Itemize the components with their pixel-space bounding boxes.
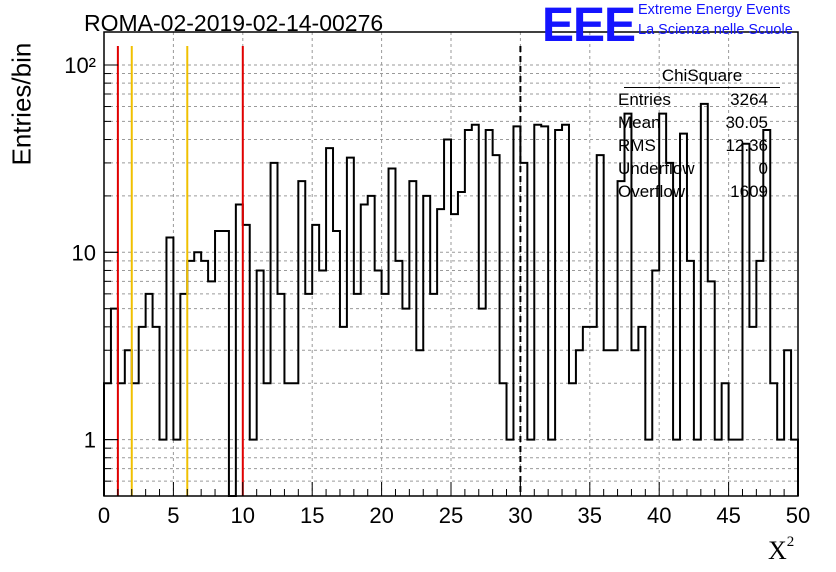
x-tick-label: 10 xyxy=(231,503,255,528)
stats-value: 30.05 xyxy=(725,113,768,132)
x-axis-label-superscript: 2 xyxy=(786,534,795,550)
stats-label: Entries xyxy=(618,90,671,109)
x-tick-label: 25 xyxy=(439,503,463,528)
stats-label: Underflow xyxy=(618,159,695,178)
stats-label: Overflow xyxy=(618,182,686,201)
x-tick-label: 0 xyxy=(98,503,110,528)
x-tick-label: 45 xyxy=(716,503,740,528)
x-tick-label: 5 xyxy=(167,503,179,528)
x-axis-label: X2 xyxy=(768,534,795,566)
x-axis-label-text: X xyxy=(768,536,787,565)
plot-title: ROMA-02-2019-02-14-00276 xyxy=(84,10,384,36)
histogram-series xyxy=(103,102,799,497)
stats-row: RMS 12.36 xyxy=(614,134,780,157)
stats-label: Mean xyxy=(618,113,661,132)
logo-line-1: Extreme Energy Events xyxy=(638,2,791,18)
x-tick-label: 35 xyxy=(578,503,602,528)
x-tick-label: 40 xyxy=(647,503,671,528)
x-tick-label: 15 xyxy=(300,503,324,528)
stats-box: ChiSquare Entries 3264 Mean 30.05 RMS 12.36… xyxy=(614,66,780,203)
stats-row: Mean 30.05 xyxy=(614,111,780,134)
y-tick-label: 10² xyxy=(64,53,96,78)
y-tick-label: 1 xyxy=(84,428,96,453)
eee-logo: EEE xyxy=(542,0,636,52)
stats-row: Underflow 0 xyxy=(614,157,780,180)
stats-value: 3264 xyxy=(730,90,768,109)
x-tick-label: 50 xyxy=(786,503,810,528)
stats-value: 12.36 xyxy=(725,136,768,155)
stats-row: Entries 3264 xyxy=(614,88,780,111)
stats-value: 0 xyxy=(758,159,768,178)
y-tick-label: 10 xyxy=(72,240,96,265)
x-tick-label: 30 xyxy=(508,503,532,528)
logo-line-2: La Scienza nelle Scuole xyxy=(638,22,793,38)
x-tick-label: 20 xyxy=(369,503,393,528)
stats-value: 1609 xyxy=(730,182,768,201)
stats-label: RMS xyxy=(618,136,656,155)
stats-row: Overflow 1609 xyxy=(614,180,780,203)
y-axis-label: Entries/bin xyxy=(6,42,37,166)
stats-title: ChiSquare xyxy=(624,66,780,88)
